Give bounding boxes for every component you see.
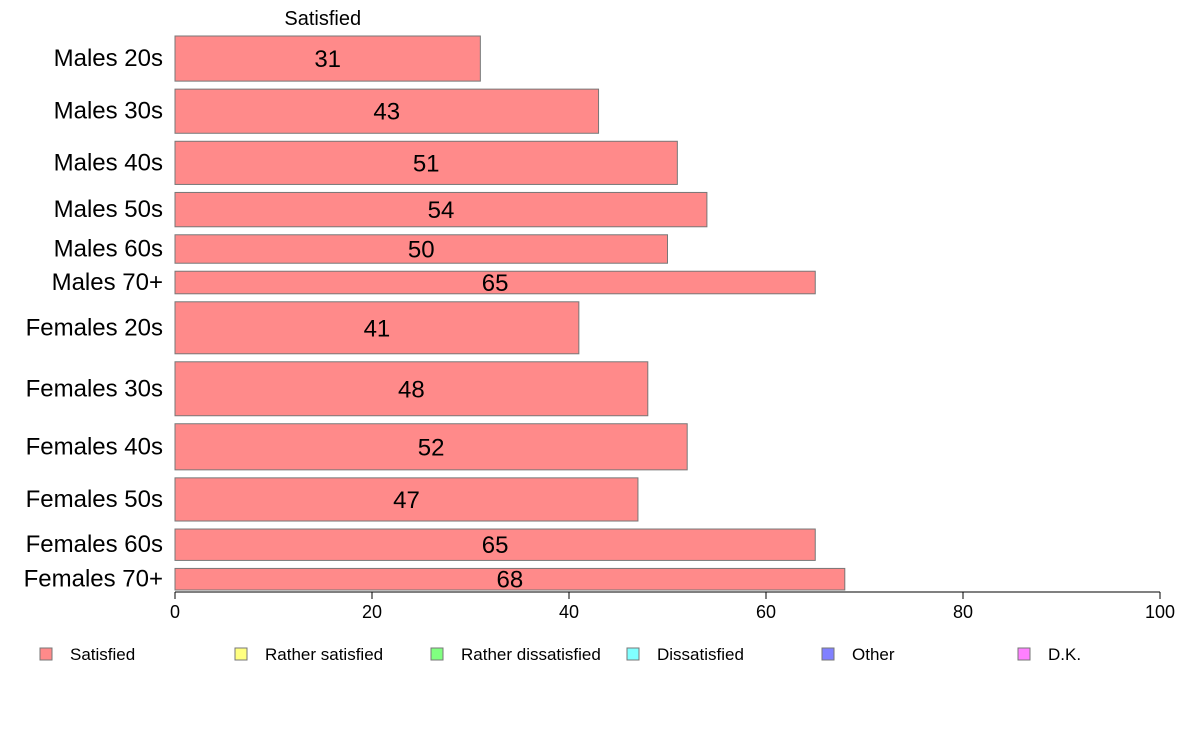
bar	[174, 423, 688, 471]
x-tick-label: 20	[362, 602, 382, 622]
bar-value-label: 52	[418, 434, 445, 461]
legend-label: Satisfied	[70, 645, 135, 664]
bar	[174, 528, 816, 561]
bar-value-label: 31	[314, 46, 341, 73]
bar	[174, 35, 481, 82]
bar	[174, 301, 580, 355]
bar-value-label: 47	[393, 487, 420, 514]
bar	[174, 361, 649, 417]
legend-label: Other	[852, 645, 895, 664]
legend-label: Rather dissatisfied	[461, 645, 601, 664]
x-tick-label: 80	[953, 602, 973, 622]
bar	[174, 88, 600, 134]
category-label: Females 40s	[26, 433, 163, 460]
x-tick-label: 0	[170, 602, 180, 622]
category-label: Males 40s	[54, 149, 163, 176]
bar-value-label: 65	[482, 270, 509, 297]
x-axis: 0 20 40 60 80 100	[170, 591, 1175, 622]
legend-label: Rather satisfied	[265, 645, 383, 664]
column-header: Satisfied	[284, 8, 361, 30]
legend-swatch	[821, 647, 835, 661]
bar-value-label: 43	[373, 99, 400, 126]
category-label: Females 20s	[26, 314, 163, 341]
legend-swatch	[430, 647, 444, 661]
legend-label: Dissatisfied	[657, 645, 744, 664]
category-label: Males 20s	[54, 45, 163, 72]
bar-value-label: 41	[364, 315, 391, 342]
bar	[174, 234, 668, 264]
category-label: Females 70+	[24, 566, 163, 593]
legend-swatch	[1017, 647, 1031, 661]
bar	[174, 567, 846, 591]
bar-value-label: 50	[408, 237, 435, 264]
bar	[174, 270, 816, 295]
category-label: Females 30s	[26, 375, 163, 402]
legend-swatch	[39, 647, 53, 661]
legend-swatch	[626, 647, 640, 661]
category-label: Males 50s	[54, 196, 163, 223]
legend: Satisfied Rather satisfied Rather dissatis…	[39, 645, 1081, 664]
x-tick-label: 40	[559, 602, 579, 622]
bar-value-label: 54	[428, 197, 455, 224]
bar-value-label: 68	[497, 567, 524, 594]
legend-label: D.K.	[1048, 645, 1081, 664]
bars-group: Males 20s 31 Males 30s 43 Males 40s 51 Males 5…	[24, 35, 846, 594]
category-label: Males 60s	[54, 236, 163, 263]
bar	[174, 477, 639, 522]
x-tick-label: 100	[1145, 602, 1175, 622]
category-label: Females 50s	[26, 486, 163, 513]
category-label: Males 30s	[54, 98, 163, 125]
bar	[174, 191, 708, 228]
bar-value-label: 48	[398, 376, 425, 403]
x-tick-label: 60	[756, 602, 776, 622]
bar	[174, 140, 678, 185]
bar-value-label: 51	[413, 150, 440, 177]
category-label: Males 70+	[52, 269, 163, 296]
legend-swatch	[234, 647, 248, 661]
category-label: Females 60s	[26, 531, 163, 558]
bar-value-label: 65	[482, 532, 509, 559]
